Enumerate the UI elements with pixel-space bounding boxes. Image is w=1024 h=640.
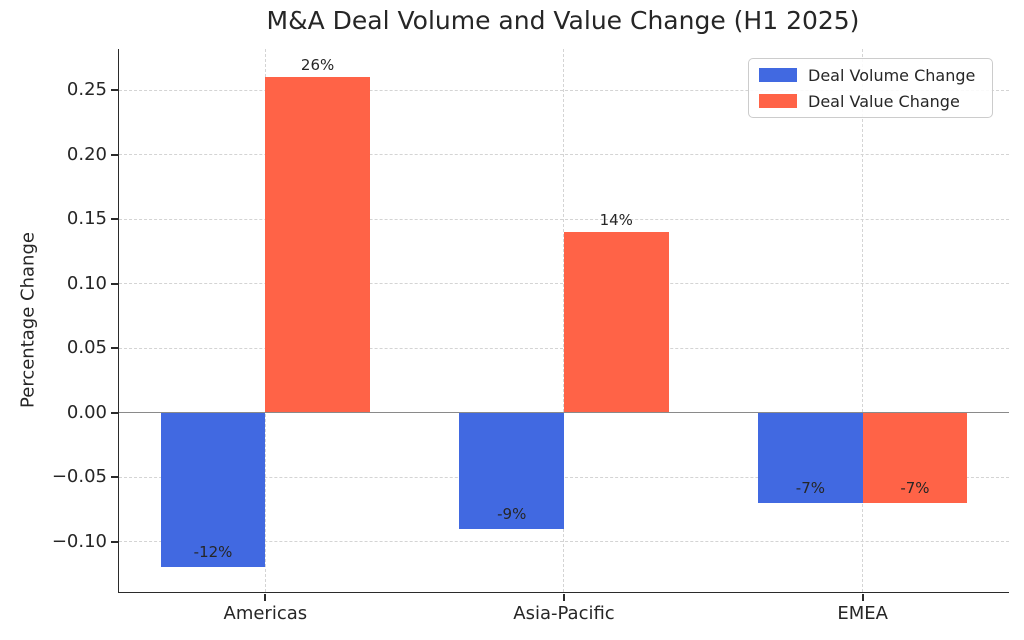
y-tick-mark — [111, 347, 119, 350]
legend-swatch-value — [759, 94, 797, 108]
bar-deal-value-change-emea — [862, 412, 968, 503]
bar-value-label: 14% — [599, 211, 633, 230]
x-tick-mark — [563, 594, 565, 601]
legend-label-value: Deal Value Change — [808, 91, 960, 111]
x-tick-label: Americas — [223, 603, 308, 624]
bar-deal-volume-change-emea — [758, 412, 863, 503]
bar-deal-value-change-americas — [265, 77, 370, 413]
y-tick-mark — [111, 89, 119, 92]
y-tick-mark — [111, 540, 119, 543]
y-tick-mark — [111, 411, 119, 414]
x-tick-label: EMEA — [837, 603, 888, 624]
zero-line — [119, 412, 1009, 414]
plot-area: -12% -9% -7% 26% 14% -7% −0.10 −0.05 0.00 0.05 0.1… — [52, 49, 1009, 624]
chart-title: M&A Deal Volume and Value Change (H1 202… — [266, 6, 860, 35]
y-tick-label: −0.05 — [51, 466, 107, 488]
bar-deal-volume-change-asia-pacific — [459, 412, 564, 529]
x-tick-mark — [861, 594, 864, 601]
bar-value-label: -12% — [193, 543, 233, 562]
y-tick-label: −0.10 — [51, 530, 107, 552]
legend-swatch-volume — [759, 68, 797, 82]
y-tick-mark — [111, 218, 119, 221]
y-axis-label: Percentage Change — [17, 232, 39, 408]
legend-label-volume: Deal Volume Change — [808, 65, 976, 85]
x-tick-mark — [264, 594, 267, 601]
y-tick-label: 0.15 — [66, 208, 107, 230]
bar-value-label: -7% — [900, 479, 930, 497]
y-tick-mark — [111, 153, 119, 156]
y-tick-label: 0.25 — [66, 79, 107, 101]
y-tick-label: 0.20 — [66, 143, 107, 165]
y-tick-mark — [111, 282, 119, 285]
bar-value-label: -9% — [497, 504, 527, 523]
bar-deal-value-change-asia-pacific — [564, 232, 669, 413]
v-gridline — [862, 49, 864, 592]
y-tick-label: 0.00 — [66, 401, 107, 423]
legend: Deal Volume Change Deal Value Change — [748, 58, 993, 118]
bar-value-label: 26% — [300, 56, 335, 75]
legend-item-deal-value-change: Deal Value Change — [759, 92, 982, 111]
v-gridline — [264, 49, 266, 592]
legend-item-deal-volume-change: Deal Volume Change — [759, 66, 982, 85]
y-tick-mark — [111, 476, 119, 479]
v-gridline — [563, 49, 565, 592]
y-tick-label: 0.05 — [66, 337, 107, 359]
x-tick-label: Asia-Pacific — [513, 603, 615, 624]
y-tick-label: 0.10 — [66, 272, 107, 294]
bar-deal-volume-change-americas — [160, 412, 266, 568]
bar-value-label: -7% — [795, 479, 825, 497]
